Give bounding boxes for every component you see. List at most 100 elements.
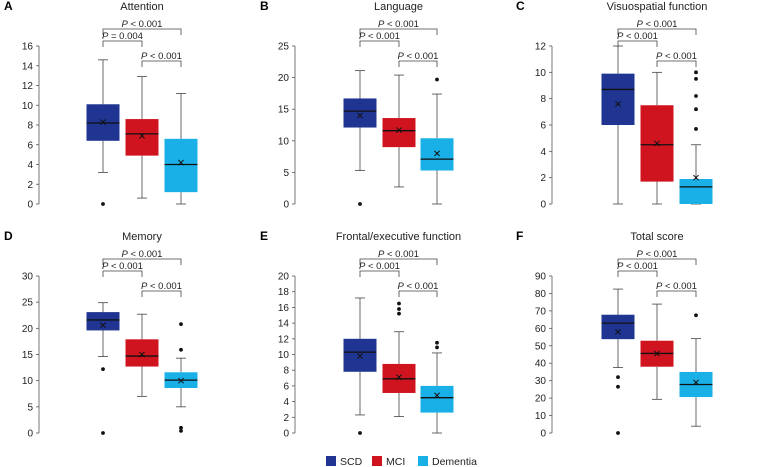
panel-e-y-tick-label: 14 [278, 319, 290, 330]
panel-b-y-tick-label: 25 [278, 42, 290, 53]
panel-c-scd-box [601, 45, 635, 205]
panel-e-y-tick-label: 2 [283, 413, 289, 424]
panel-d-dementia-outlier [179, 425, 183, 430]
panel-a-scd-mean [100, 119, 106, 125]
panel-d-p-value: P < 0.001 [122, 249, 163, 260]
panel-e-bracket [359, 270, 400, 277]
panel-b-bracket [359, 28, 438, 35]
panel-a-dementia-mean [178, 159, 184, 166]
panel-e-y-tick-label: 4 [283, 397, 289, 408]
panel-e-y-tick-label: 10 [278, 350, 290, 361]
panel-d-comparison: P < 0.001 [141, 281, 182, 297]
panel-e-mci-mean [396, 374, 402, 381]
panel-f-letter: F [516, 229, 523, 243]
panel-a-comparison: P < 0.001 [141, 51, 182, 67]
panel-a-mci-mean [139, 132, 145, 139]
panel-c-mci-mean [654, 140, 660, 147]
panel-a-mci-box [125, 76, 159, 199]
panel-a-mci-iqr [125, 119, 159, 156]
panel-c-y-tick-label: 10 [535, 68, 547, 79]
panel-d-dementia-box [164, 322, 198, 433]
panel-e-y-tick-label: 18 [278, 287, 290, 298]
panel-f-bracket [656, 290, 697, 297]
panel-d-dementia-outlier [179, 347, 183, 352]
panel-f-y-tick-label: 40 [535, 359, 547, 370]
panel-f-comparison: P < 0.001 [617, 249, 697, 265]
panel-e-scd-outlier [358, 431, 362, 435]
panel-a-y-tick-label: 12 [22, 81, 34, 92]
panel-c-dementia-outlier [694, 70, 698, 75]
panel-b-mci-box [382, 74, 416, 188]
panel-c-scd-mean [615, 100, 621, 107]
panel-c-comparison: P < 0.001 [617, 19, 697, 35]
panel-f-p-value: P < 0.001 [637, 249, 678, 260]
panel-e-y-tick-label: 12 [278, 334, 290, 345]
panel-a-y-tick-label: 10 [22, 101, 34, 112]
panel-f-y-tick-label: 50 [535, 341, 547, 352]
panel-e-title: Frontal/executive function [336, 231, 461, 243]
panel-b-p-value: P < 0.001 [398, 51, 439, 62]
panel-c-dementia-iqr [679, 178, 713, 204]
panel-b-bracket [359, 40, 400, 47]
legend-item-mci: MCI [372, 456, 405, 467]
panel-f-dementia-mean [693, 379, 699, 386]
panel-e-mci-box [382, 301, 416, 417]
panel-f-comparison: P < 0.001 [617, 261, 658, 277]
panel-b-dementia-iqr [420, 138, 454, 171]
panel-f-dementia-box [679, 313, 713, 427]
panel-f-scd-outlier [616, 431, 620, 435]
panel-b-y-tick-label: 15 [278, 105, 290, 116]
legend-label-mci: MCI [386, 456, 405, 467]
panel-a-letter: A [4, 0, 13, 13]
panel-f-scd-mean [615, 328, 621, 335]
panel-c-dementia-box [679, 70, 713, 205]
panel-e-p-value: P < 0.001 [359, 261, 400, 272]
panel-c-y-tick-label: 2 [540, 173, 546, 184]
panel-a-y-tick-label: 0 [27, 200, 33, 211]
panel-d-bracket [102, 258, 182, 265]
panel-e-mci-outlier [397, 307, 401, 311]
panel-c-p-value: P < 0.001 [656, 51, 697, 62]
panel-c: C Visuospatial function 0 2 4 6 8 10 12 P < 0.001… [516, 0, 713, 211]
panel-a-dementia-iqr [164, 138, 198, 193]
panel-a-y-tick-label: 4 [27, 160, 33, 171]
panel-a-p-value: P = 0.004 [102, 31, 143, 42]
panel-e-dementia-outlier [435, 340, 439, 345]
panel-b-mci-mean [396, 127, 402, 134]
panel-c-mci-box [640, 71, 674, 205]
panel-a-bracket [102, 40, 143, 47]
panel-b-mci-iqr [382, 118, 416, 148]
panel-c-dementia-outlier [694, 127, 698, 131]
panel-e-y-tick-label: 20 [278, 272, 290, 283]
panel-b-comparison: P < 0.001 [359, 19, 438, 35]
panel-c-scd-iqr [601, 73, 635, 125]
panel-b-scd-box [343, 70, 377, 206]
panel-e-scd-iqr [343, 338, 377, 372]
panel-d-y-tick-label: 10 [22, 376, 34, 387]
panel-b-bracket [398, 60, 438, 67]
panel-e-bracket [398, 290, 438, 297]
panel-e-comparison: P < 0.001 [359, 261, 400, 277]
panel-c-dementia-outlier [694, 94, 698, 98]
panel-e-scd-box [343, 297, 377, 435]
panel-d-dementia-outlier [179, 322, 183, 327]
panel-f-scd-box [601, 288, 635, 435]
panel-c-y-tick-label: 12 [535, 42, 547, 53]
panel-d-dementia-outlier [179, 429, 183, 433]
panel-a-y-tick-label: 14 [22, 61, 34, 72]
panel-d-comparison: P < 0.001 [102, 249, 182, 265]
panel-b-dementia-mean [434, 150, 440, 157]
panel-d-comparison: P < 0.001 [102, 261, 143, 277]
panel-f-y-tick-label: 10 [535, 411, 547, 422]
panel-e-letter: E [260, 229, 268, 243]
panel-a-y-tick-label: 16 [22, 42, 34, 53]
panel-c-comparison: P < 0.001 [656, 51, 697, 67]
panel-e-dementia-iqr [420, 385, 454, 413]
legend: SCD MCI Dementia [326, 456, 477, 467]
panel-e-dementia-outlier [435, 345, 439, 350]
panel-b-p-value: P < 0.001 [359, 31, 400, 42]
panel-a-p-value: P < 0.001 [122, 19, 163, 30]
panel-c-y-tick-label: 0 [540, 200, 546, 211]
panel-a-bracket [102, 28, 182, 35]
